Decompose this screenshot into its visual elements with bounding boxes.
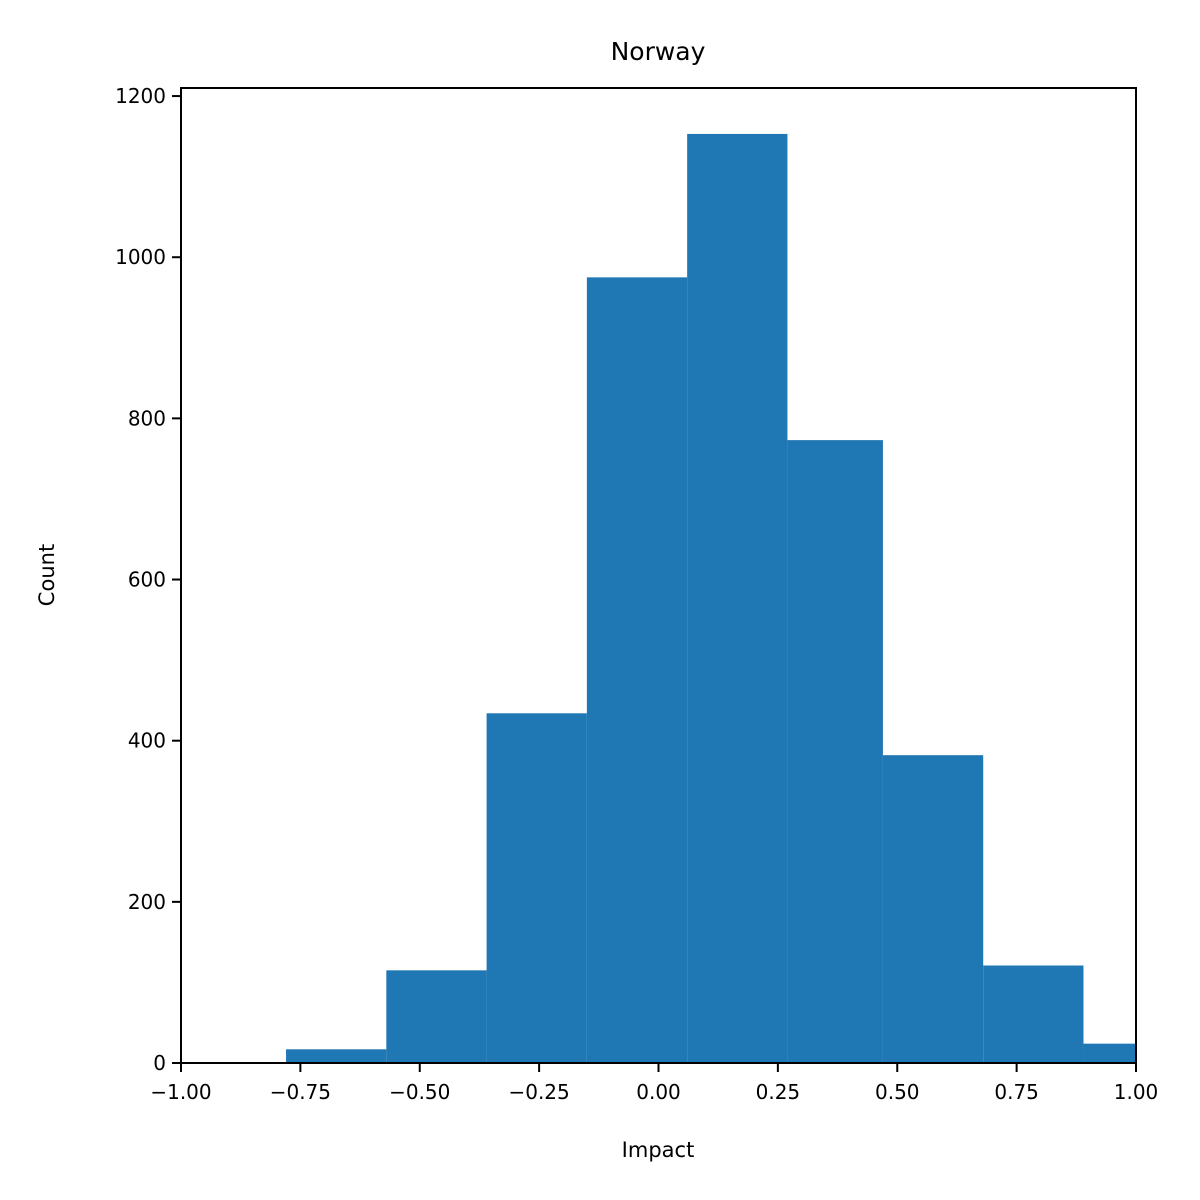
x-axis: −1.00 −0.75 −0.50 −0.25 0.00 0.25 0.50 0.75 1.00 bbox=[150, 1063, 1158, 1104]
y-tick-label: 800 bbox=[128, 406, 166, 430]
x-tick-label: 1.00 bbox=[1114, 1080, 1159, 1104]
x-tick-label: 0.25 bbox=[756, 1080, 801, 1104]
histogram-bar bbox=[1083, 1043, 1136, 1063]
x-tick-label: −1.00 bbox=[150, 1080, 211, 1104]
y-axis-label: Count bbox=[35, 544, 59, 606]
y-tick-label: 400 bbox=[128, 729, 166, 753]
x-tick-label: 0.00 bbox=[636, 1080, 681, 1104]
x-tick-label: 0.50 bbox=[875, 1080, 920, 1104]
histogram-bar bbox=[882, 755, 984, 1063]
histogram-bar bbox=[983, 965, 1084, 1063]
y-axis: 0 200 400 600 800 1000 1200 bbox=[115, 84, 181, 1075]
x-axis-label: Impact bbox=[622, 1138, 695, 1162]
x-tick-label: 0.75 bbox=[994, 1080, 1039, 1104]
histogram-bar bbox=[486, 713, 587, 1063]
y-tick-label: 0 bbox=[153, 1051, 166, 1075]
histogram-bar bbox=[286, 1049, 387, 1063]
x-tick-label: −0.50 bbox=[389, 1080, 450, 1104]
histogram-bar bbox=[787, 440, 883, 1063]
x-tick-label: −0.25 bbox=[508, 1080, 569, 1104]
histogram-bar bbox=[386, 970, 487, 1063]
y-tick-label: 200 bbox=[128, 890, 166, 914]
y-tick-label: 1200 bbox=[115, 84, 166, 108]
chart-title: Norway bbox=[611, 37, 706, 66]
histogram-bar bbox=[687, 133, 788, 1063]
x-tick-label: −0.75 bbox=[270, 1080, 331, 1104]
y-tick-label: 1000 bbox=[115, 245, 166, 269]
histogram-bars bbox=[286, 133, 1136, 1063]
histogram-bar bbox=[586, 277, 688, 1063]
y-tick-label: 600 bbox=[128, 568, 166, 592]
